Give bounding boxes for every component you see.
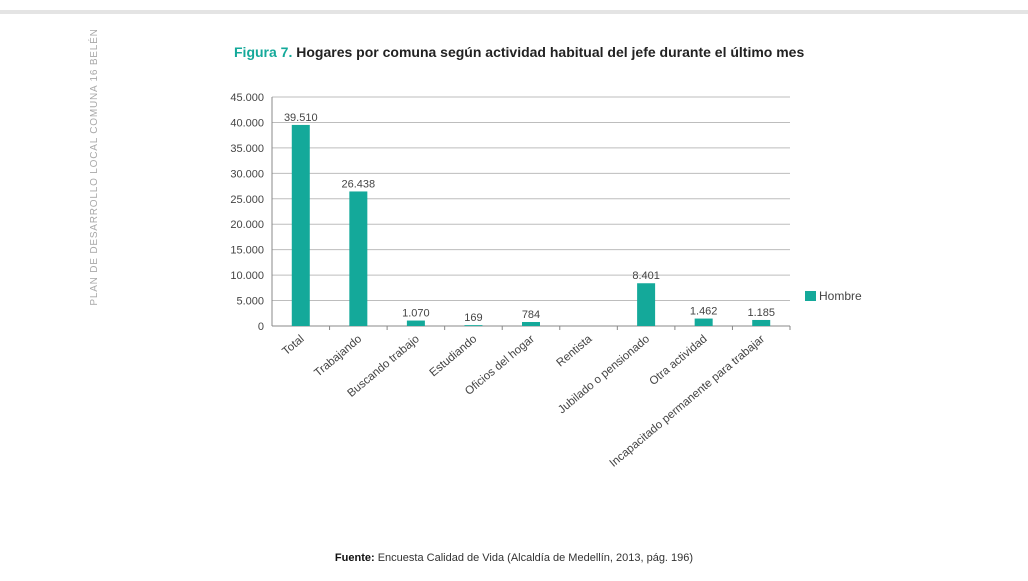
y-tick-label: 40.000 xyxy=(230,117,264,129)
top-rule xyxy=(0,10,1028,14)
data-label: 1.070 xyxy=(402,308,430,320)
figure-number: Figura 7. xyxy=(234,44,293,60)
x-tick-label: Total xyxy=(280,333,306,358)
source-note: Fuente: Encuesta Calidad de Vida (Alcald… xyxy=(0,552,1028,564)
data-label: 784 xyxy=(522,309,540,321)
legend-swatch xyxy=(805,291,816,301)
data-label: 169 xyxy=(464,312,482,324)
data-label: 26.438 xyxy=(342,178,376,190)
data-label: 1.185 xyxy=(747,307,775,319)
x-tick-label: Otra actividad xyxy=(648,333,710,388)
x-tick-label: Estudiando xyxy=(428,333,480,379)
bar xyxy=(349,191,368,326)
source-text: Encuesta Calidad de Vida (Alcaldía de Me… xyxy=(377,552,694,564)
y-tick-label: 15.000 xyxy=(230,245,264,257)
bar xyxy=(522,322,540,326)
bar xyxy=(406,320,425,326)
bar xyxy=(464,325,483,326)
bar xyxy=(637,283,656,326)
figure-title: Figura 7. Hogares por comuna según activ… xyxy=(234,44,804,60)
legend-label: Hombre xyxy=(819,289,862,303)
y-tick-label: 25.000 xyxy=(230,194,264,206)
bar xyxy=(752,319,771,326)
figure-title-text: Hogares por comuna según actividad habit… xyxy=(296,44,805,60)
data-label: 8.401 xyxy=(632,270,660,282)
y-tick-label: 45.000 xyxy=(230,92,264,104)
data-label: 1.462 xyxy=(690,306,718,318)
y-tick-label: 20.000 xyxy=(230,219,264,231)
y-tick-label: 5.000 xyxy=(236,296,264,308)
y-tick-label: 0 xyxy=(258,321,264,333)
y-tick-label: 35.000 xyxy=(230,143,264,155)
data-label: 39.510 xyxy=(284,112,318,124)
x-tick-label: Rentista xyxy=(554,333,594,370)
source-label: Fuente: xyxy=(334,552,375,564)
bar xyxy=(694,318,713,326)
y-tick-label: 10.000 xyxy=(230,270,264,282)
y-tick-label: 30.000 xyxy=(230,168,264,180)
x-tick-label: Trabajando xyxy=(312,333,364,379)
bar xyxy=(291,124,310,326)
